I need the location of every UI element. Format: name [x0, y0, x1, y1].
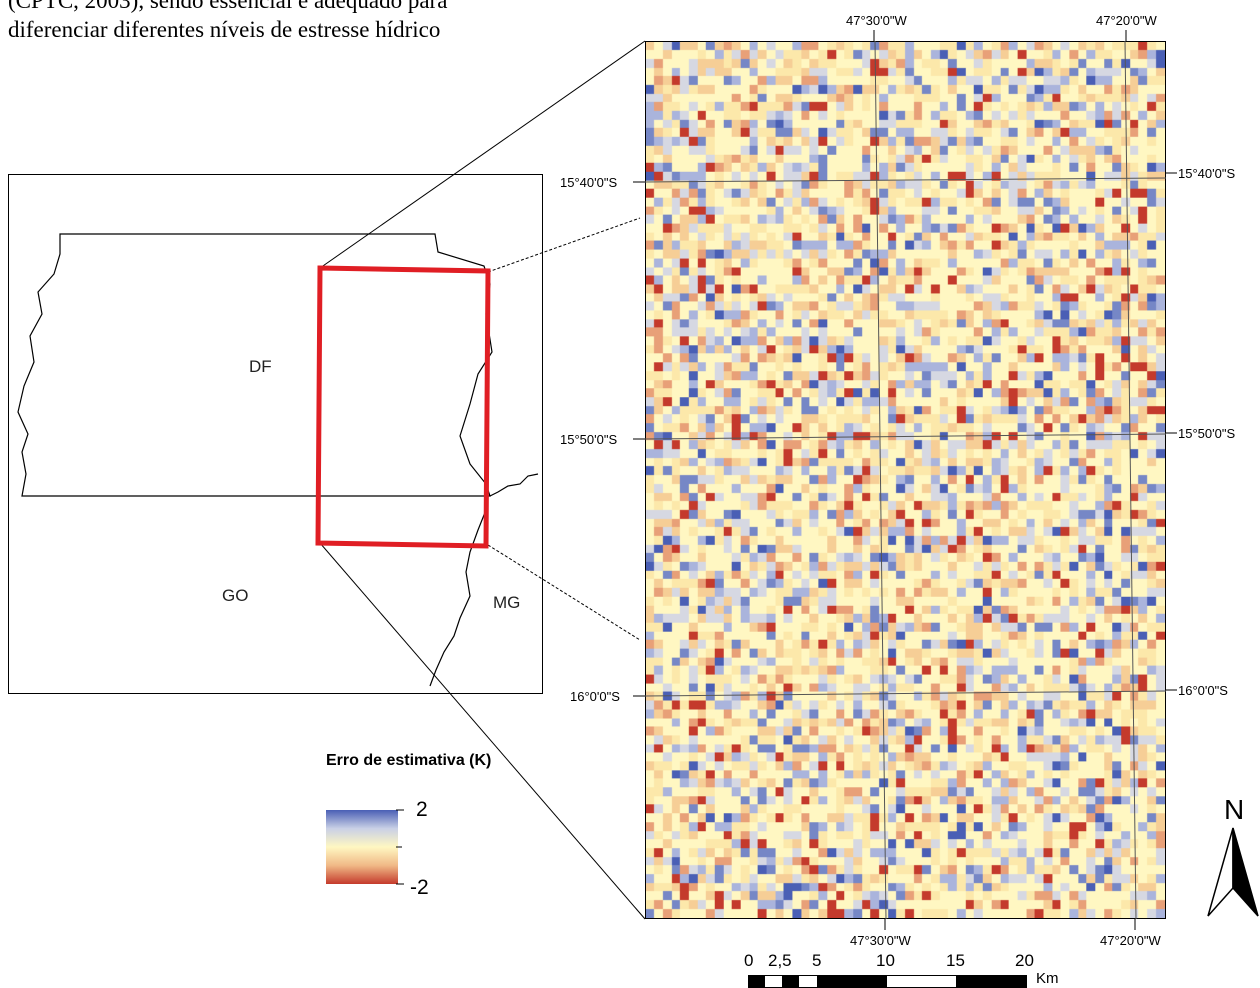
caption-line-1: (CPTC, 2003), sendo essencial e adequado…	[8, 0, 448, 13]
lat-label-right-1: 15°40'0"S	[1178, 166, 1236, 181]
lon-label-bottom-2: 47°20'0"W	[1100, 933, 1161, 948]
lat-label-right-2: 15°50'0"S	[1178, 426, 1236, 441]
lon-label-bottom-1: 47°30'0"W	[850, 933, 911, 948]
legend-min-label: -2	[410, 876, 429, 899]
state-border	[429, 473, 539, 687]
lon-label-top-2: 47°20'0"W	[1096, 13, 1157, 28]
north-arrow-icon	[1207, 827, 1259, 917]
legend-title: Erro de estimativa (K)	[326, 752, 492, 769]
main-map	[645, 41, 1166, 919]
graticule	[645, 41, 1166, 919]
scale-label-20: 20	[1015, 951, 1034, 970]
lat-label-left-1: 15°40'0"S	[560, 175, 618, 190]
region-label-mg: MG	[493, 593, 520, 612]
north-label: N	[1224, 794, 1245, 825]
scale-label-10: 10	[876, 951, 895, 970]
inset-map: DF GO MG	[8, 174, 543, 694]
lat-label-left-3: 16°0'0"S	[570, 689, 620, 704]
scale-label-5: 5	[812, 951, 822, 970]
region-label-df: DF	[249, 357, 272, 376]
caption-line-2: diferenciar diferentes níveis de estress…	[8, 17, 441, 42]
scale-label-2-5: 2,5	[768, 951, 792, 970]
legend-max-label: 2	[416, 798, 428, 821]
scale-label-0: 0	[744, 951, 754, 970]
error-raster	[646, 42, 1165, 918]
lat-label-right-3: 16°0'0"S	[1178, 683, 1228, 698]
tick-marks	[633, 30, 1177, 930]
scale-label-15: 15	[946, 951, 965, 970]
legend-color-ramp	[326, 810, 398, 884]
scale-unit: Km	[1036, 970, 1059, 987]
scale-bar	[748, 975, 1027, 988]
region-label-go: GO	[222, 586, 248, 605]
lon-label-top-1: 47°30'0"W	[846, 13, 907, 28]
legend-ticks	[396, 809, 404, 885]
lat-label-left-2: 15°50'0"S	[560, 432, 618, 447]
study-area-outline	[315, 265, 491, 549]
